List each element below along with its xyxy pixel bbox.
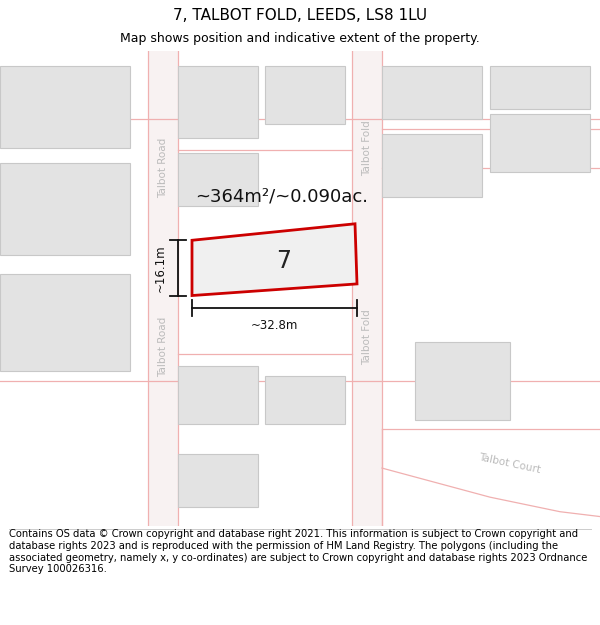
Bar — [352, 51, 382, 526]
Bar — [178, 153, 258, 206]
Bar — [178, 454, 258, 507]
Text: ~16.1m: ~16.1m — [154, 244, 167, 292]
Text: Talbot Fold: Talbot Fold — [362, 309, 372, 365]
Text: ~364m²/~0.090ac.: ~364m²/~0.090ac. — [195, 188, 368, 206]
Bar — [382, 134, 482, 197]
Text: Map shows position and indicative extent of the property.: Map shows position and indicative extent… — [120, 32, 480, 45]
Text: 7: 7 — [277, 249, 292, 273]
Bar — [0, 162, 130, 255]
Bar — [415, 342, 510, 419]
Bar — [178, 366, 258, 424]
Bar — [490, 114, 590, 172]
Bar — [148, 51, 178, 526]
Text: Talbot Road: Talbot Road — [158, 317, 168, 377]
Text: ~32.8m: ~32.8m — [251, 319, 298, 332]
Bar — [265, 376, 345, 424]
Bar — [265, 66, 345, 124]
Text: 7, TALBOT FOLD, LEEDS, LS8 1LU: 7, TALBOT FOLD, LEEDS, LS8 1LU — [173, 8, 427, 23]
Text: Talbot Court: Talbot Court — [478, 452, 542, 475]
Bar — [382, 66, 482, 119]
Bar — [0, 66, 130, 148]
Text: Talbot Fold: Talbot Fold — [362, 121, 372, 176]
Bar — [490, 66, 590, 109]
Text: Contains OS data © Crown copyright and database right 2021. This information is : Contains OS data © Crown copyright and d… — [9, 529, 587, 574]
Text: Talbot Road: Talbot Road — [158, 138, 168, 198]
Bar — [178, 66, 258, 139]
Polygon shape — [192, 224, 357, 296]
Bar — [0, 274, 130, 371]
